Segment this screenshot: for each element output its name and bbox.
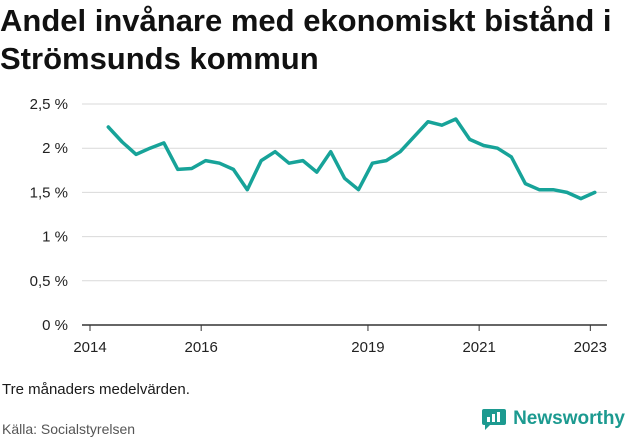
data-point[interactable]: [495, 146, 499, 150]
y-axis-ticks: 0 % 0,5 % 1 % 1,5 % 2 % 2,5 %: [30, 96, 68, 334]
data-point[interactable]: [426, 120, 430, 124]
data-point[interactable]: [259, 159, 263, 163]
data-point[interactable]: [370, 161, 374, 165]
data-point[interactable]: [273, 150, 277, 154]
data-point[interactable]: [343, 176, 347, 180]
data-point[interactable]: [468, 137, 472, 141]
source-credit: Källa: Socialstyrelsen: [2, 421, 136, 437]
data-point[interactable]: [579, 197, 583, 201]
data-point[interactable]: [454, 117, 458, 121]
y-tick-label: 0 %: [42, 317, 68, 334]
data-point[interactable]: [148, 146, 152, 150]
data-point[interactable]: [204, 159, 208, 163]
series-line: [106, 117, 597, 201]
x-tick-label: 2016: [184, 339, 217, 356]
data-point[interactable]: [593, 190, 597, 194]
x-tick-label: 2021: [462, 339, 495, 356]
x-tick-label: 2019: [351, 339, 384, 356]
data-point[interactable]: [537, 188, 541, 192]
data-point[interactable]: [398, 150, 402, 154]
data-point[interactable]: [523, 182, 527, 186]
data-point[interactable]: [412, 135, 416, 139]
y-tick-label: 0,5 %: [30, 273, 68, 290]
data-point[interactable]: [120, 140, 124, 144]
newsworthy-brand[interactable]: Newsworthy: [481, 407, 625, 431]
chart-note: Tre månaders medelvärden.: [2, 381, 190, 398]
brand-name: Newsworthy: [513, 408, 625, 429]
y-tick-label: 2,5 %: [30, 96, 68, 113]
chart-title: Andel invånare med ekonomiskt bistånd i …: [0, 3, 612, 76]
series-layer: [106, 117, 597, 201]
data-point[interactable]: [301, 159, 305, 163]
y-tick-label: 1,5 %: [30, 184, 68, 201]
data-point[interactable]: [509, 155, 513, 159]
data-point[interactable]: [287, 161, 291, 165]
data-point[interactable]: [315, 170, 319, 174]
data-point[interactable]: [565, 190, 569, 194]
data-point[interactable]: [231, 167, 235, 171]
x-tick-label: 2014: [73, 339, 106, 356]
data-point[interactable]: [482, 144, 486, 148]
data-point[interactable]: [357, 188, 361, 192]
data-point[interactable]: [190, 167, 194, 171]
data-point[interactable]: [162, 141, 166, 145]
data-point[interactable]: [440, 123, 444, 127]
data-point[interactable]: [134, 152, 138, 156]
x-axis-ticks: 2014 2016 2019 2021 2023: [73, 325, 607, 356]
y-tick-label: 2 %: [42, 140, 68, 157]
data-point[interactable]: [384, 159, 388, 163]
data-point[interactable]: [329, 150, 333, 154]
data-point[interactable]: [245, 188, 249, 192]
y-tick-label: 1 %: [42, 229, 68, 246]
x-tick-label: 2023: [574, 339, 607, 356]
line-chart: 0 % 0,5 % 1 % 1,5 % 2 % 2,5 % 2014 2016 2019 202…: [30, 96, 607, 356]
grid-layer: [82, 103, 607, 326]
data-point[interactable]: [176, 167, 180, 171]
data-point[interactable]: [551, 188, 555, 192]
newsworthy-logo-icon: [482, 409, 507, 430]
data-point[interactable]: [106, 125, 110, 129]
data-point[interactable]: [218, 161, 222, 165]
